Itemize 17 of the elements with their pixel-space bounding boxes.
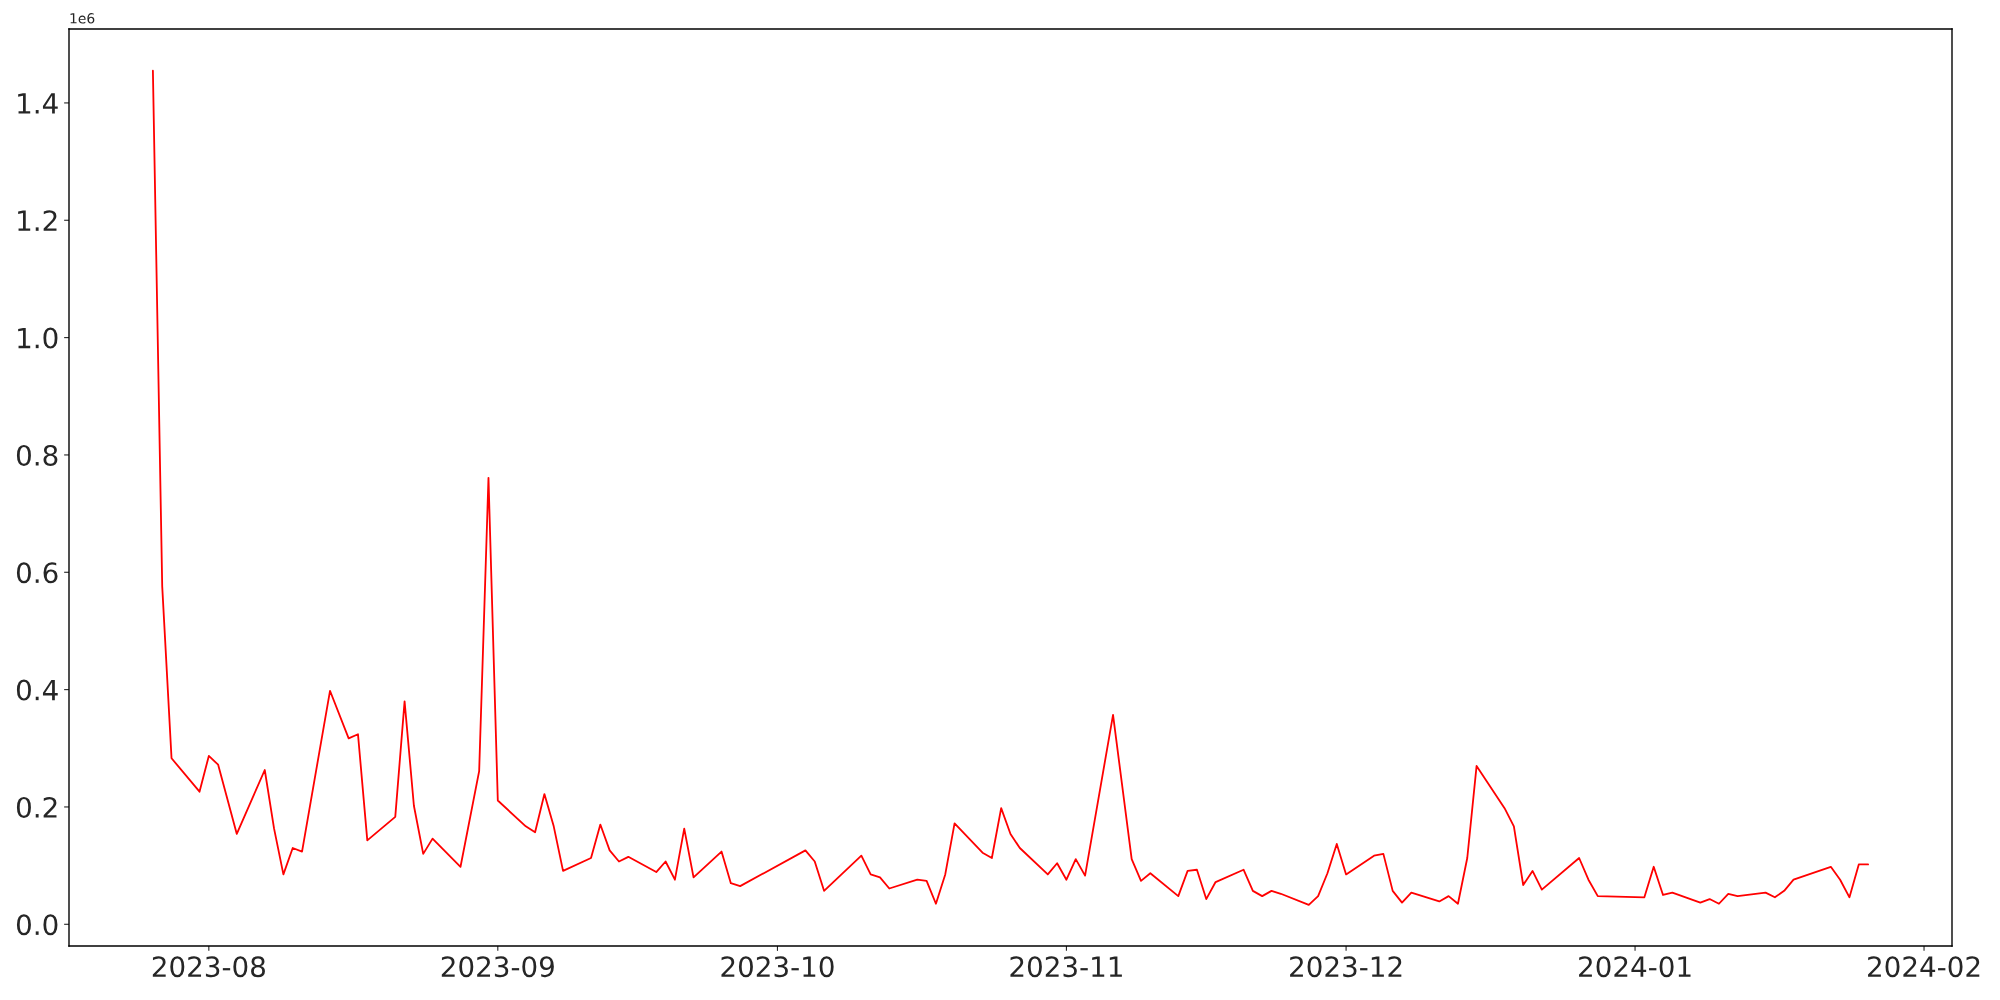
x-tick-label: 2024-02 <box>1868 956 1980 978</box>
x-tick-label: 2023-11 <box>1010 956 1122 978</box>
x-tick-label: 2024-01 <box>1579 956 1691 978</box>
x-tick-label: 2023-12 <box>1290 956 1402 978</box>
y-tick-label: 0.4 <box>16 679 58 701</box>
line-series <box>151 69 1870 906</box>
x-tick-label: 2023-09 <box>441 956 554 978</box>
y-tick-label: 0.2 <box>16 796 57 818</box>
y-tick-label: 1.2 <box>18 210 57 231</box>
y-tick-label: 0.6 <box>16 562 58 584</box>
text: 1e6 <box>70 13 95 24</box>
x-tick-label: 2023-08 <box>152 956 265 978</box>
y-tick-label: 1.4 <box>18 93 58 114</box>
y-tick-label: 0.8 <box>16 444 58 466</box>
y-tick-label: 1.0 <box>18 327 58 349</box>
y-tick-label: 0.0 <box>16 914 58 936</box>
x-tick-label: 2023-10 <box>721 956 834 978</box>
